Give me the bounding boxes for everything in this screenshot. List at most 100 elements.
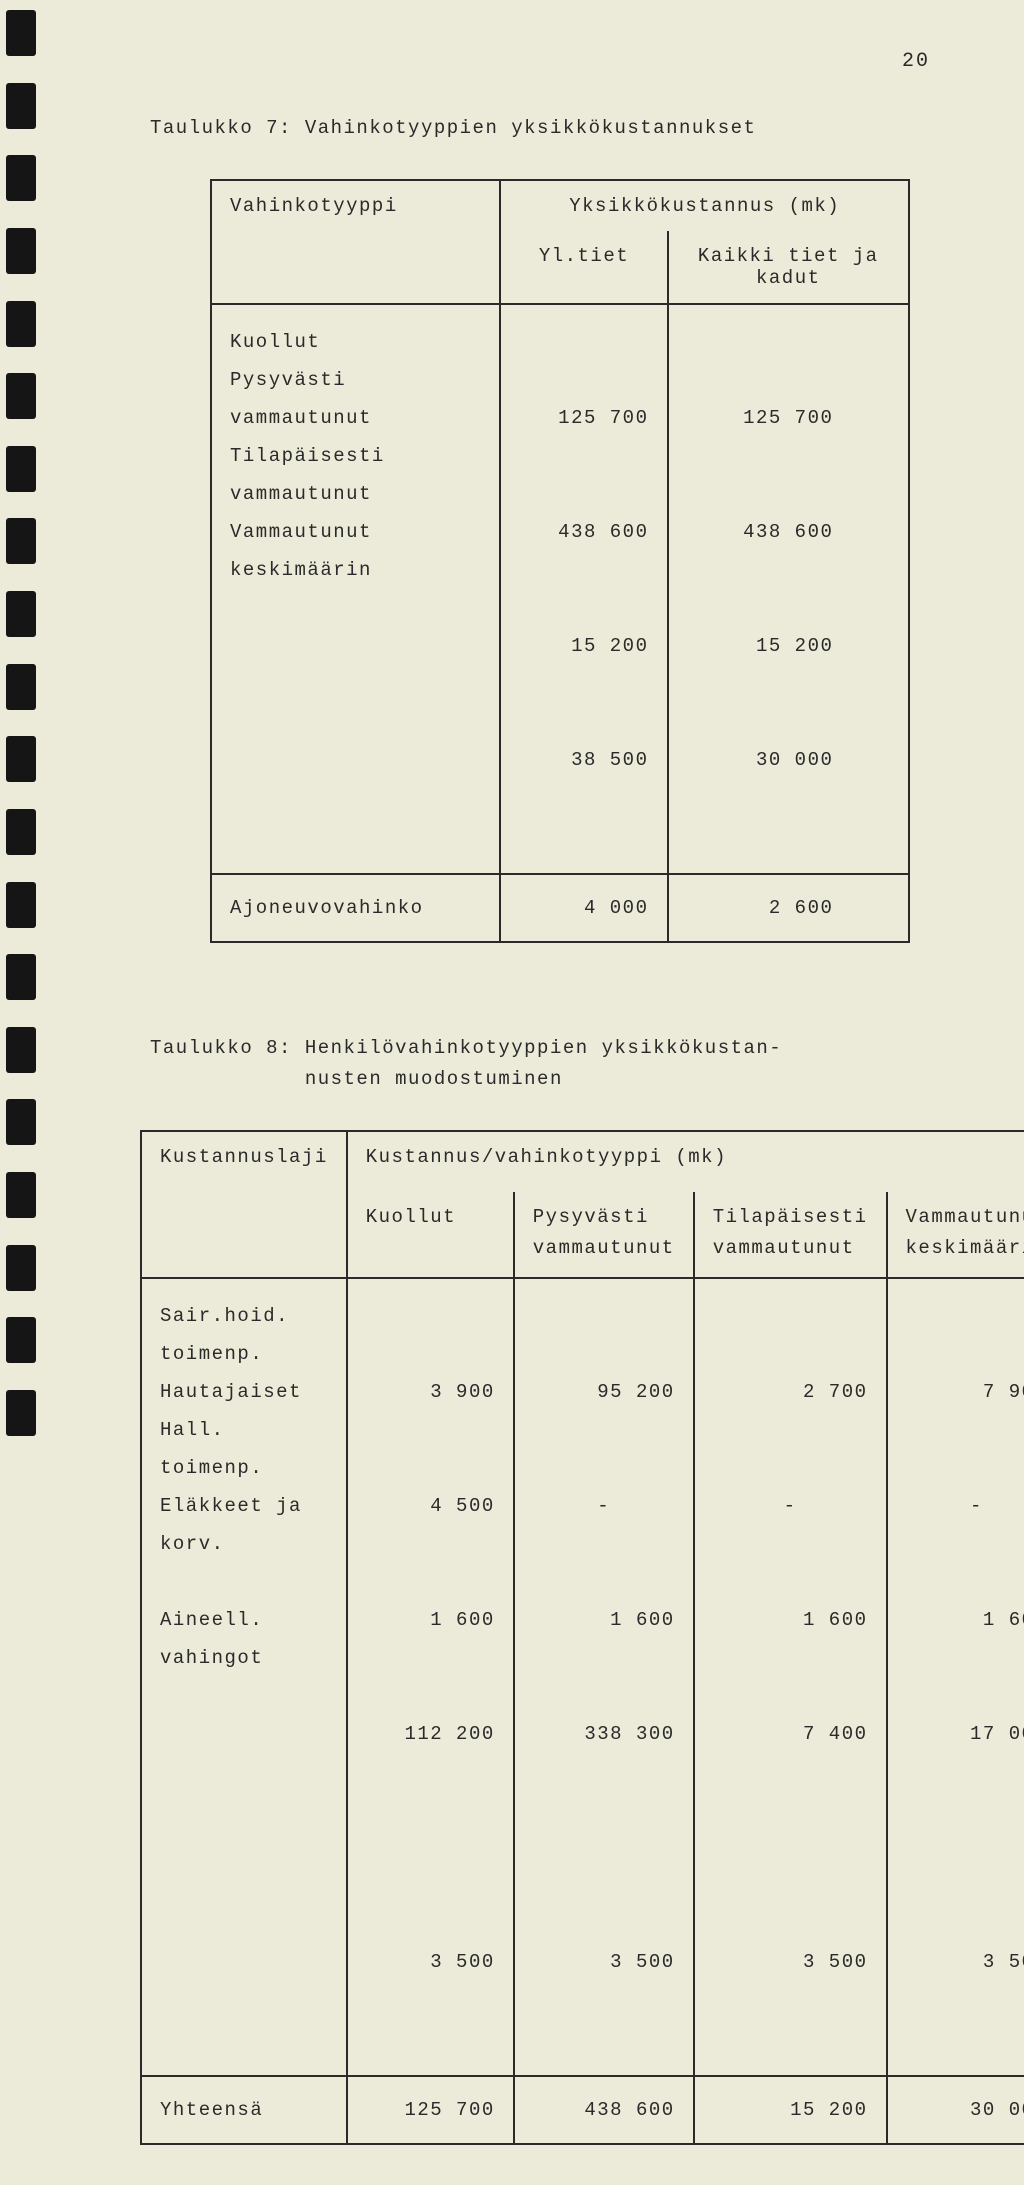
t8-cell: 3 900 (366, 1373, 495, 1411)
binding-hole (6, 155, 36, 201)
t8-sub-l2: keskimäärin (906, 1233, 1024, 1263)
table-7: Vahinkotyyppi Yksikkökustannus (mk) Yl.t… (210, 179, 910, 943)
binding-hole (6, 954, 36, 1000)
t8-sub-l1: Pysyvästi (533, 1202, 675, 1232)
t8-c3-g1: 2 700 - 1 600 7 400 3 500 (694, 1278, 887, 2076)
binding-hole (6, 591, 36, 637)
t8-row-label: Sair.hoid. toimenp. (160, 1297, 328, 1373)
t8-labels-g1: Sair.hoid. toimenp. Hautajaiset Hall. to… (141, 1278, 347, 2076)
t8-cell: 438 600 (514, 2076, 694, 2144)
t8-header-cost: Kustannus/vahinkotyyppi (mk) (347, 1131, 1024, 1192)
table7-caption-text: Vahinkotyyppien yksikkökustannukset (305, 117, 757, 139)
binding-hole (6, 518, 36, 564)
binding-hole (6, 1390, 36, 1436)
t7-cell: 15 200 (519, 627, 648, 665)
table-8: Kustannuslaji Kustannus/vahinkotyyppi (m… (140, 1130, 1024, 2145)
table8-caption-line1: Henkilövahinkotyyppien yksikkökustan- (305, 1037, 782, 1059)
t8-c4-g1: 7 900 - 1 600 17 000 3 500 (887, 1278, 1024, 2076)
t8-cell: 338 300 (533, 1715, 675, 1753)
t8-row-label: Aineell. vahingot (160, 1601, 328, 1677)
t8-c2-g1: 95 200 - 1 600 338 300 3 500 (514, 1278, 694, 2076)
t8-cell: - (533, 1487, 675, 1525)
binding-hole (6, 664, 36, 710)
t8-cell: 112 200 (366, 1715, 495, 1753)
spiral-binding (0, 0, 48, 1476)
t8-cell: 1 600 (906, 1601, 1024, 1639)
t8-subheader-4: Vammautunut keskimäärin (887, 1192, 1024, 1278)
t7-cell: 2 600 (668, 874, 910, 942)
binding-hole (6, 83, 36, 129)
t8-cell: 2 700 (713, 1373, 868, 1411)
t7-cell: 30 000 (687, 741, 891, 779)
t7-subheader-kk: Kaikki tiet ja kadut (668, 231, 910, 304)
t8-subheader-2: Pysyvästi vammautunut (514, 1192, 694, 1278)
t8-sub-l2: Kuollut (366, 1202, 495, 1232)
binding-hole (6, 1317, 36, 1363)
t8-cell: 30 000 (887, 2076, 1024, 2144)
t8-row-label: Yhteensä (141, 2076, 347, 2144)
binding-hole (6, 809, 36, 855)
t8-cell: 3 500 (533, 1943, 675, 1981)
binding-hole (6, 373, 36, 419)
binding-hole (6, 1027, 36, 1073)
t8-cell: 95 200 (533, 1373, 675, 1411)
t8-cell: 3 500 (906, 1943, 1024, 1981)
t8-sub-l1: Vammautunut (906, 1202, 1024, 1232)
t8-cell: 125 700 (347, 2076, 514, 2144)
binding-hole (6, 1172, 36, 1218)
t8-cell: 4 500 (366, 1487, 495, 1525)
t7-header-cost: Yksikkökustannus (mk) (500, 180, 909, 231)
t8-cell: 3 500 (366, 1943, 495, 1981)
binding-hole (6, 10, 36, 56)
t8-sub-l2: vammautunut (713, 1233, 868, 1263)
t8-c1-g1: 3 900 4 500 1 600 112 200 3 500 (347, 1278, 514, 2076)
t8-sub-l1: Tilapäisesti (713, 1202, 868, 1232)
t8-subheader-3: Tilapäisesti vammautunut (694, 1192, 887, 1278)
t8-cell: - (906, 1487, 1024, 1525)
t7-cell: 125 700 (519, 399, 648, 437)
table7-caption-label: Taulukko 7: (150, 113, 292, 143)
t7-yl-g1: 125 700 438 600 15 200 38 500 (500, 304, 667, 874)
t8-header-type: Kustannuslaji (141, 1131, 347, 1278)
t7-subheader-yl: Yl.tiet (500, 231, 667, 304)
binding-hole (6, 301, 36, 347)
t8-row-label: Hautajaiset (160, 1373, 328, 1411)
t8-cell: 3 500 (713, 1943, 868, 1981)
t7-row-label: Ajoneuvovahinko (211, 874, 500, 942)
binding-hole (6, 446, 36, 492)
t8-cell: 7 900 (906, 1373, 1024, 1411)
page-content: 20 Taulukko 7: Vahinkotyyppien yksikköku… (60, 0, 1000, 2185)
page-number: 20 (140, 50, 940, 73)
t7-header-type: Vahinkotyyppi (211, 180, 500, 304)
t7-kk-g1: 125 700 438 600 15 200 30 000 (668, 304, 910, 874)
t7-cell: 125 700 (687, 399, 891, 437)
table8-caption: Taulukko 8: Henkilövahinkotyyppien yksik… (150, 1033, 940, 1094)
t7-row-label: Pysyvästi vammautunut (230, 361, 481, 437)
table7-caption: Taulukko 7: Vahinkotyyppien yksikkökusta… (150, 113, 940, 143)
t8-cell: 1 600 (533, 1601, 675, 1639)
t7-cell: 15 200 (687, 627, 891, 665)
t8-row-label: Eläkkeet ja korv. (160, 1487, 328, 1563)
t7-cell: 4 000 (500, 874, 667, 942)
t8-cell: - (713, 1487, 868, 1525)
t8-cell: 15 200 (694, 2076, 887, 2144)
t8-cell: 1 600 (713, 1601, 868, 1639)
binding-hole (6, 1245, 36, 1291)
binding-hole (6, 228, 36, 274)
t8-subheader-1: Kuollut (347, 1192, 514, 1278)
binding-hole (6, 736, 36, 782)
binding-hole (6, 1099, 36, 1145)
t7-row-label: Vammautunut keskimäärin (230, 513, 481, 589)
t8-sub-l2: vammautunut (533, 1233, 675, 1263)
t7-labels-g1: Kuollut Pysyvästi vammautunut Tilapäises… (211, 304, 500, 874)
t8-cell: 1 600 (366, 1601, 495, 1639)
table8-caption-line2: nusten muodostuminen (305, 1068, 563, 1090)
t7-cell: 38 500 (519, 741, 648, 779)
t7-row-label: Kuollut (230, 323, 481, 361)
t8-cell: 7 400 (713, 1715, 868, 1753)
t7-cell: 438 600 (519, 513, 648, 551)
t7-row-label: Tilapäisesti vammautunut (230, 437, 481, 513)
binding-hole (6, 882, 36, 928)
t7-cell: 438 600 (687, 513, 891, 551)
table8-caption-label: Taulukko 8: (150, 1033, 292, 1063)
